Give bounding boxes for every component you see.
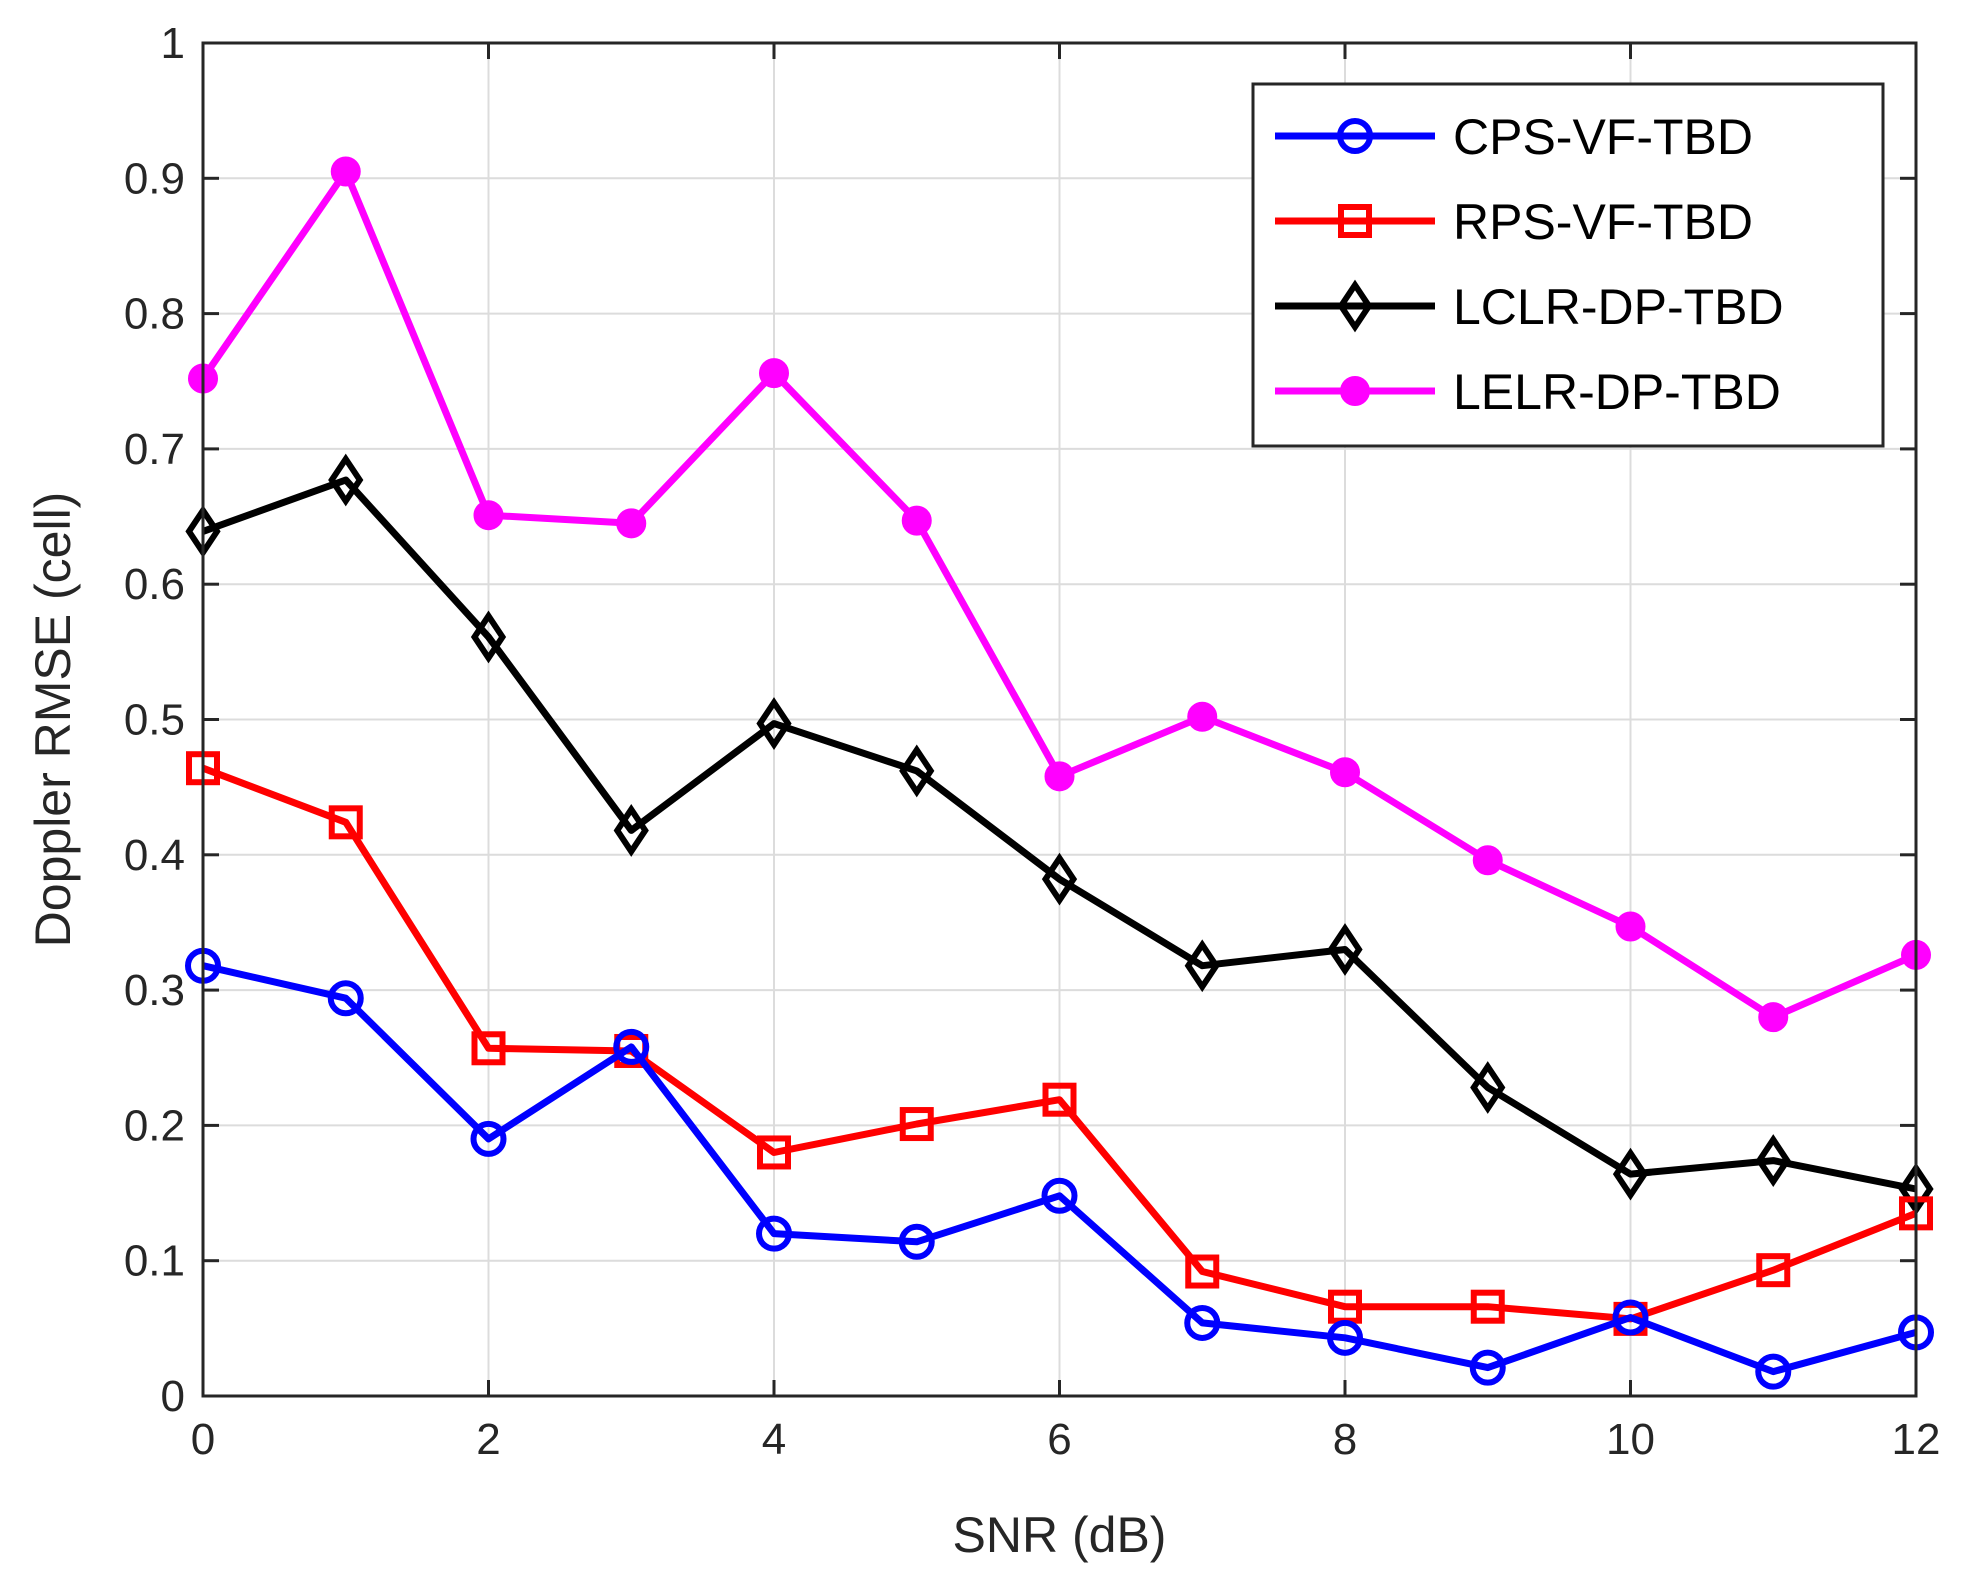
data-point [1472, 845, 1503, 876]
series-line [202, 962, 1917, 1376]
legend: CPS-VF-TBD RPS-VF-TBD LCLR-DP-TBD LELR-DP-T… [1251, 82, 1885, 448]
data-point [328, 453, 364, 507]
data-point [1469, 1349, 1506, 1386]
y-tick-label: 1 [161, 19, 185, 68]
y-tick-label: 0.1 [124, 1237, 185, 1286]
data-point [613, 1028, 650, 1065]
data-point [1187, 701, 1218, 732]
data-point [898, 1223, 935, 1260]
legend-marker [1337, 118, 1373, 154]
legend-box [1251, 82, 1885, 448]
data-point [759, 358, 789, 389]
legend-entry: RPS-VF-TBD [1275, 194, 1753, 250]
y-tick-label: 0.9 [124, 154, 185, 203]
data-point [330, 156, 361, 187]
legend-entry: CPS-VF-TBD [1275, 109, 1753, 165]
data-point [328, 805, 363, 840]
data-point [1184, 939, 1220, 993]
series-lelr-dp-tbd [188, 156, 1931, 1033]
data-point [1615, 911, 1646, 942]
x-axis-title: SNR (dB) [953, 1507, 1167, 1563]
data-point [1470, 1289, 1505, 1324]
data-point [757, 1135, 791, 1170]
y-tick-label: 0.2 [124, 1101, 185, 1150]
data-point [901, 505, 932, 536]
legend-entry: LCLR-DP-TBD [1275, 279, 1784, 335]
y-tick-label: 0.3 [124, 966, 185, 1015]
x-tick-label: 4 [762, 1415, 786, 1464]
data-point [899, 744, 935, 798]
data-point [1041, 852, 1078, 906]
data-point [1184, 1304, 1221, 1341]
data-point [470, 610, 507, 664]
y-tick-label: 0.5 [124, 696, 185, 745]
data-point [1755, 1134, 1791, 1187]
data-point [756, 1215, 792, 1252]
data-point [1327, 923, 1363, 976]
data-point [471, 1031, 506, 1066]
axis-ticks: 0 2 4 6 8 10 12 0 0.1 0.2 0.3 0.4 0.5 0.6 0.7 0.8 0.9 1 [124, 19, 1941, 1464]
data-point [613, 804, 649, 857]
series-layer [185, 156, 1934, 1390]
y-tick-label: 0 [161, 1372, 185, 1421]
x-tick-label: 2 [476, 1415, 500, 1464]
data-point [1041, 1177, 1078, 1214]
data-point [1470, 1061, 1506, 1114]
series-cps-vf-tbd [185, 947, 1934, 1390]
data-point [1330, 757, 1360, 788]
y-tick-label: 0.8 [124, 290, 185, 339]
x-tick-label: 10 [1606, 1415, 1655, 1464]
x-tick-label: 12 [1892, 1415, 1941, 1464]
x-tick-label: 8 [1333, 1415, 1357, 1464]
data-point [616, 508, 647, 539]
legend-label: LELR-DP-TBD [1453, 364, 1781, 420]
legend-marker [1337, 279, 1373, 333]
legend-marker [1340, 376, 1370, 406]
data-point [1612, 1147, 1649, 1201]
data-point [327, 980, 364, 1017]
data-point [1327, 1319, 1363, 1356]
data-point [1042, 1082, 1077, 1117]
legend-marker [1338, 204, 1372, 238]
data-point [899, 1107, 934, 1142]
series-line [201, 476, 1917, 1193]
data-point [1755, 1353, 1792, 1390]
y-tick-label: 0.4 [124, 831, 185, 880]
data-point [1612, 1299, 1649, 1336]
data-point [470, 1120, 507, 1157]
data-point [1756, 1253, 1791, 1288]
data-point [1758, 1002, 1789, 1033]
legend-entry: LELR-DP-TBD [1275, 364, 1781, 420]
data-point [473, 500, 504, 531]
y-tick-label: 0.7 [124, 425, 185, 474]
y-axis-title: Doppler RMSE (cell) [25, 492, 81, 948]
x-tick-label: 0 [191, 1415, 215, 1464]
legend-label: RPS-VF-TBD [1453, 194, 1753, 250]
data-point [756, 697, 792, 750]
data-point [1185, 1254, 1220, 1289]
legend-label: LCLR-DP-TBD [1453, 279, 1784, 335]
data-point [1044, 761, 1075, 792]
series-lclr-dp-tbd [185, 453, 1934, 1216]
legend-label: CPS-VF-TBD [1453, 109, 1753, 165]
y-tick-label: 0.6 [124, 560, 185, 609]
x-tick-label: 6 [1047, 1415, 1071, 1464]
